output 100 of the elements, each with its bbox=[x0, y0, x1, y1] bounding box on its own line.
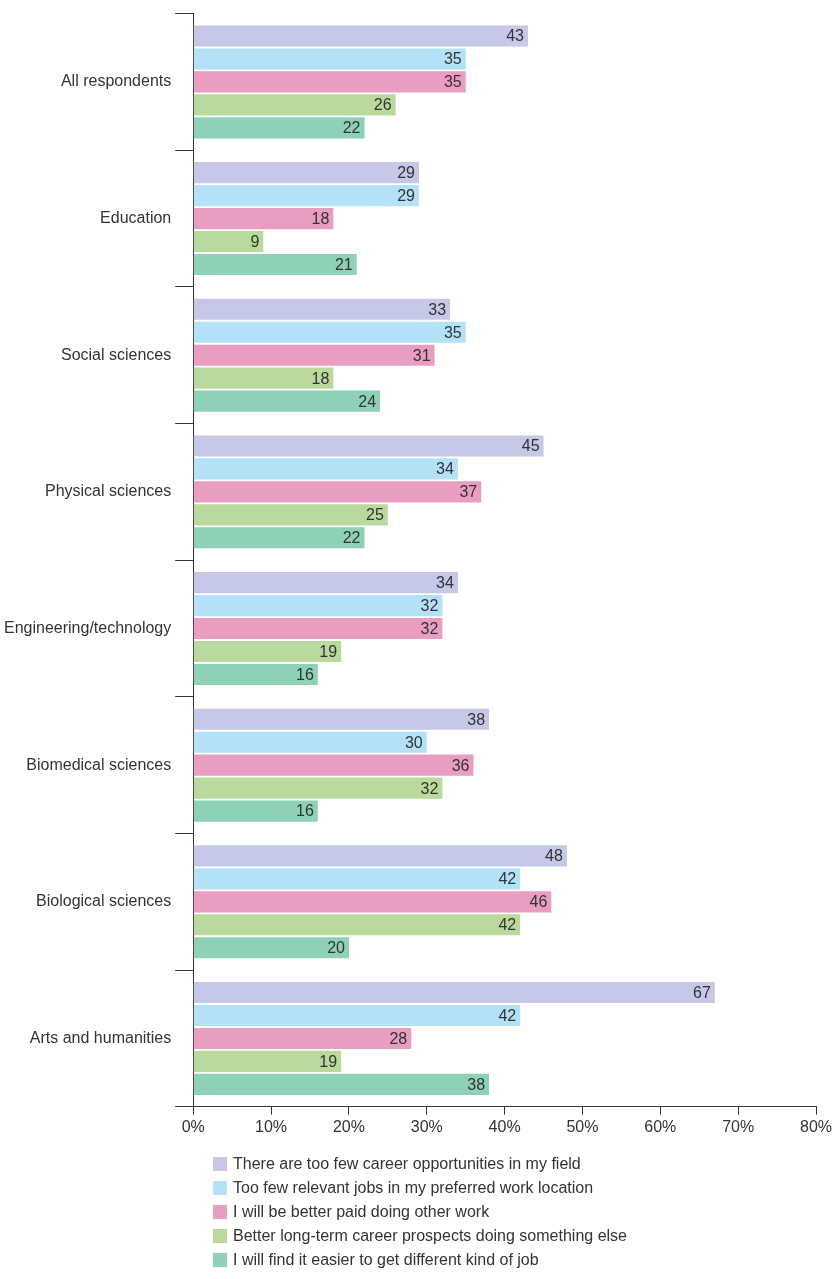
bar bbox=[193, 708, 490, 730]
bar bbox=[193, 663, 318, 685]
data-label: 25 bbox=[366, 506, 384, 524]
bar bbox=[193, 640, 342, 663]
bar bbox=[193, 344, 435, 366]
y-tick-label: Arts and humanities bbox=[29, 1028, 172, 1046]
bar bbox=[193, 777, 443, 799]
y-tick-label: Biological sciences bbox=[36, 892, 172, 910]
y-tick-label: Physical sciences bbox=[44, 482, 172, 500]
data-label: 16 bbox=[295, 665, 314, 683]
data-label: 35 bbox=[443, 323, 462, 341]
bar bbox=[193, 504, 388, 526]
data-label: 9 bbox=[250, 232, 260, 250]
bar bbox=[193, 48, 466, 70]
bar bbox=[193, 321, 466, 343]
bar bbox=[193, 230, 264, 253]
data-label: 37 bbox=[459, 483, 478, 501]
bar bbox=[193, 572, 458, 594]
data-label: 35 bbox=[443, 73, 462, 91]
data-label: 18 bbox=[311, 209, 330, 227]
x-tick-label: 20% bbox=[332, 1117, 365, 1135]
legend-label: There are too few career opportunities in my field bbox=[233, 1155, 581, 1173]
data-label: 38 bbox=[467, 1075, 486, 1093]
data-label: 31 bbox=[412, 346, 431, 364]
y-tick-label: Biomedical sciences bbox=[26, 755, 172, 773]
data-label: 42 bbox=[498, 870, 517, 888]
data-label: 35 bbox=[443, 50, 462, 68]
bar bbox=[193, 1027, 412, 1050]
bar bbox=[193, 527, 365, 549]
x-tick-label: 60% bbox=[644, 1117, 677, 1135]
bar bbox=[193, 845, 567, 867]
data-label: 24 bbox=[358, 392, 377, 410]
data-label: 22 bbox=[342, 119, 361, 137]
data-label: 45 bbox=[521, 437, 540, 455]
bar bbox=[193, 982, 715, 1004]
bar bbox=[193, 25, 528, 47]
y-tick-label: All respondents bbox=[60, 72, 172, 90]
y-tick-label: Education bbox=[100, 208, 172, 226]
data-label: 34 bbox=[436, 574, 455, 592]
data-label: 18 bbox=[311, 369, 330, 387]
x-tick-label: 0% bbox=[181, 1117, 205, 1135]
legend-label: Better long-term career prospects doing something else bbox=[233, 1227, 627, 1245]
bar bbox=[193, 731, 427, 753]
data-label: 26 bbox=[373, 96, 392, 114]
data-label: 38 bbox=[467, 710, 486, 728]
x-tick-label: 40% bbox=[488, 1117, 521, 1135]
bar bbox=[193, 754, 474, 776]
data-label: 36 bbox=[451, 756, 470, 774]
data-label: 48 bbox=[545, 847, 563, 865]
data-label: 29 bbox=[397, 164, 416, 182]
bar bbox=[193, 208, 334, 230]
bar bbox=[193, 914, 521, 936]
legend-label: I will find it easier to get different kind of job bbox=[233, 1251, 539, 1269]
bar bbox=[193, 800, 318, 822]
bar bbox=[193, 94, 396, 116]
data-label: 16 bbox=[295, 802, 314, 820]
data-label: 30 bbox=[404, 733, 423, 751]
x-tick-label: 70% bbox=[722, 1117, 755, 1135]
y-tick-label: Social sciences bbox=[60, 345, 172, 363]
data-label: 28 bbox=[389, 1029, 408, 1047]
data-label: 20 bbox=[327, 939, 346, 957]
bar bbox=[193, 868, 521, 890]
x-tick-label: 30% bbox=[410, 1117, 443, 1135]
data-label: 32 bbox=[420, 596, 439, 614]
bar bbox=[193, 1004, 521, 1027]
bar bbox=[193, 891, 552, 913]
bar bbox=[193, 595, 443, 617]
legend-label: Too few relevant jobs in my preferred work location bbox=[233, 1179, 594, 1197]
data-label: 22 bbox=[342, 529, 361, 547]
bar bbox=[193, 253, 357, 276]
data-label: 42 bbox=[498, 1006, 517, 1024]
data-label: 32 bbox=[420, 779, 439, 797]
data-label: 33 bbox=[428, 300, 447, 318]
data-label: 43 bbox=[506, 27, 525, 45]
bar bbox=[193, 117, 365, 139]
bar bbox=[193, 435, 544, 457]
data-label: 19 bbox=[319, 642, 338, 660]
bar bbox=[193, 937, 349, 959]
bar bbox=[193, 617, 443, 640]
bar bbox=[193, 1073, 490, 1095]
data-label: 32 bbox=[420, 619, 439, 637]
bar bbox=[193, 162, 419, 184]
data-label: 29 bbox=[397, 187, 416, 205]
y-tick-label: Engineering/technology bbox=[4, 618, 172, 636]
data-label: 67 bbox=[693, 983, 711, 1001]
data-label: 46 bbox=[529, 893, 548, 911]
bar bbox=[193, 1050, 342, 1072]
bar bbox=[193, 71, 466, 93]
data-label: 21 bbox=[334, 255, 353, 273]
x-tick-label: 10% bbox=[255, 1117, 288, 1135]
legend-label: I will be better paid doing other work bbox=[233, 1203, 490, 1221]
data-label: 34 bbox=[436, 460, 455, 478]
bar bbox=[193, 458, 458, 480]
bar bbox=[193, 185, 419, 207]
bar bbox=[193, 298, 451, 320]
x-tick-label: 50% bbox=[566, 1117, 599, 1135]
bar bbox=[193, 367, 334, 389]
bar bbox=[193, 390, 381, 412]
data-label: 19 bbox=[319, 1052, 338, 1070]
bar bbox=[193, 481, 482, 503]
